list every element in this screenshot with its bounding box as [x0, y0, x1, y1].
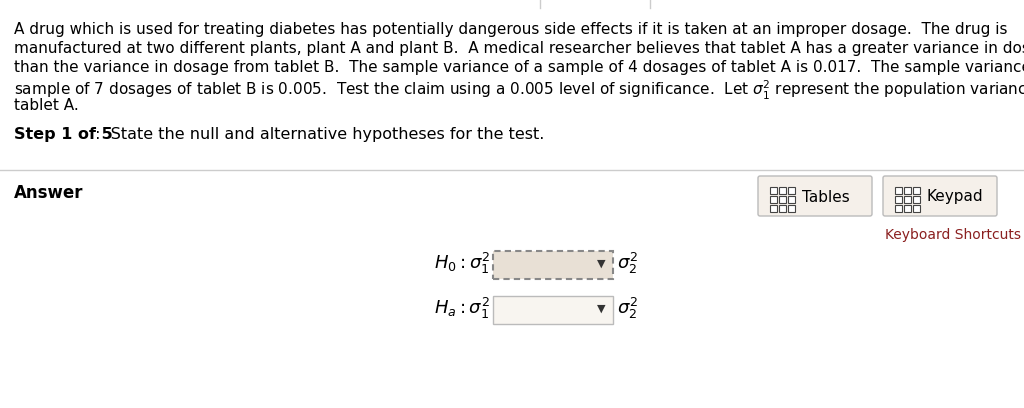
Text: Answer: Answer: [14, 184, 84, 202]
Bar: [904, 187, 911, 194]
Bar: [895, 187, 902, 194]
Bar: [788, 187, 795, 194]
Bar: [770, 205, 777, 212]
Bar: [770, 187, 777, 194]
Text: $H_0: \sigma_1^2$: $H_0: \sigma_1^2$: [434, 251, 490, 275]
Bar: [779, 196, 786, 203]
Bar: [770, 196, 777, 203]
Bar: [895, 205, 902, 212]
Text: :  State the null and alternative hypotheses for the test.: : State the null and alternative hypothe…: [90, 127, 545, 142]
FancyBboxPatch shape: [758, 176, 872, 216]
FancyBboxPatch shape: [493, 251, 613, 279]
Bar: [788, 196, 795, 203]
FancyBboxPatch shape: [493, 296, 613, 324]
Text: ▼: ▼: [597, 259, 605, 269]
Bar: [913, 196, 920, 203]
Text: $\sigma_2^2$: $\sigma_2^2$: [617, 251, 638, 275]
Text: $H_a: \sigma_1^2$: $H_a: \sigma_1^2$: [434, 295, 490, 321]
Text: A drug which is used for treating diabetes has potentially dangerous side effect: A drug which is used for treating diabet…: [14, 22, 1008, 37]
Text: Step 1 of 5: Step 1 of 5: [14, 127, 113, 142]
Text: Keyboard Shortcuts: Keyboard Shortcuts: [885, 228, 1021, 242]
Text: sample of 7 dosages of tablet B is 0.005.  Test the claim using a 0.005 level of: sample of 7 dosages of tablet B is 0.005…: [14, 79, 1024, 102]
Text: than the variance in dosage from tablet B.  The sample variance of a sample of 4: than the variance in dosage from tablet …: [14, 60, 1024, 75]
Text: tablet A.: tablet A.: [14, 98, 79, 113]
Text: manufactured at two different plants, plant A and plant B.  A medical researcher: manufactured at two different plants, pl…: [14, 41, 1024, 56]
Text: $\sigma_2^2$: $\sigma_2^2$: [617, 295, 638, 321]
Bar: [913, 187, 920, 194]
Text: Keypad: Keypad: [927, 189, 984, 204]
FancyBboxPatch shape: [883, 176, 997, 216]
Bar: [895, 196, 902, 203]
Bar: [913, 205, 920, 212]
Bar: [788, 205, 795, 212]
Text: Tables: Tables: [802, 189, 850, 204]
Bar: [904, 205, 911, 212]
Text: ▼: ▼: [597, 304, 605, 314]
Bar: [779, 187, 786, 194]
Bar: [904, 196, 911, 203]
Bar: [779, 205, 786, 212]
